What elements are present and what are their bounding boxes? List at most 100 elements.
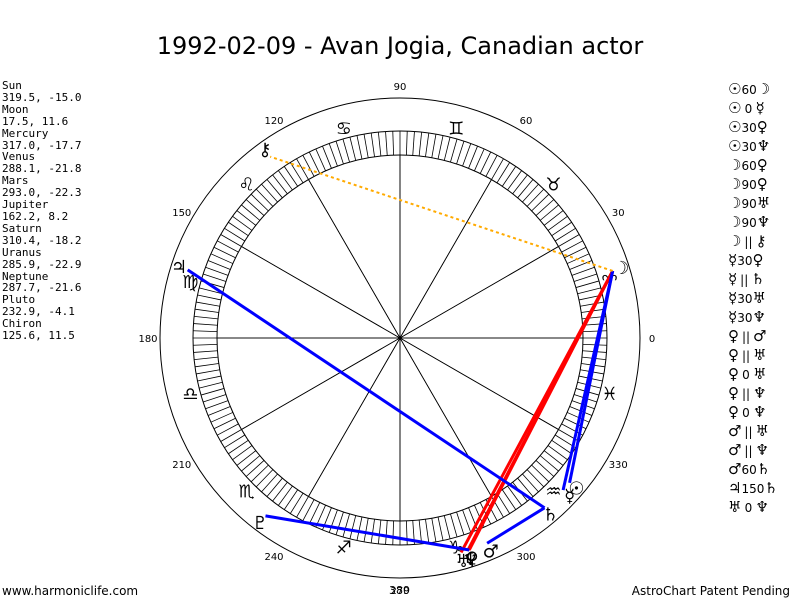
- aspect-list: ☉ 60 ☽ ☉ 0 ☿ ☉ 30 ♀ ☉ 30 ♆ ☽ 60 ♀ ☽ 90 ♀ ☽ 90 …: [728, 80, 778, 517]
- degree-tick: [456, 511, 465, 535]
- degree-tick: [289, 492, 304, 514]
- aspect-type: 30: [737, 254, 753, 268]
- degree-tick: [456, 141, 465, 165]
- aspect-planet-2: ♄: [764, 479, 778, 497]
- aspect-type: 60: [741, 463, 757, 477]
- degree-tick: [437, 516, 444, 541]
- planet-coords: 162.2, 8.2: [2, 209, 69, 223]
- planet-coords: 293.0, -22.3: [2, 186, 82, 200]
- planet-glyph: ☉: [568, 479, 584, 500]
- zodiac-sign-glyph: ♊: [448, 118, 464, 139]
- degree-tick: [535, 199, 555, 216]
- aspect-line: [486, 506, 546, 545]
- degree-tick: [200, 388, 225, 396]
- aspect-type: 150: [741, 482, 765, 496]
- aspect-type: 30: [737, 292, 753, 306]
- degree-tick: [363, 134, 369, 158]
- aspect-row: ♂ || ♅: [728, 422, 778, 441]
- degree-tick: [272, 481, 288, 502]
- aspect-type: 0: [742, 368, 750, 382]
- degree-tick: [507, 170, 522, 191]
- aspect-planet-2: ♆: [756, 137, 771, 155]
- degree-tick: [199, 381, 223, 389]
- planet-coords: 310.4, -18.2: [2, 233, 82, 247]
- degree-tick: [213, 417, 236, 430]
- aspect-type: 30: [741, 121, 757, 135]
- aspect-row: ☽ 90 ♅: [728, 194, 778, 213]
- aspect-planet-2: ♆: [752, 308, 766, 326]
- degree-tick: [250, 464, 269, 483]
- zodiac-sign-glyph: ♋: [336, 118, 352, 139]
- degree-tick: [342, 513, 350, 538]
- planet-glyph: ☿: [564, 486, 575, 507]
- footer-site-link[interactable]: www.harmoniclife.com: [2, 584, 139, 598]
- degree-tick: [425, 132, 430, 157]
- degree-tick: [468, 145, 478, 169]
- degree-tick: [302, 155, 315, 177]
- degree-tick: [278, 485, 293, 506]
- degree-tick: [558, 234, 580, 247]
- degree-tick: [539, 455, 559, 472]
- aspect-planet-1: ☽: [728, 213, 742, 231]
- degree-tick: [370, 519, 375, 544]
- aspect-planet-1: ☉: [728, 99, 742, 117]
- zodiac-sign-glyph: ♎: [182, 384, 198, 405]
- planet-glyph: ♅: [455, 551, 471, 572]
- degree-tick: [443, 137, 451, 161]
- planet-glyph: ⚷: [258, 139, 271, 160]
- degree-tick: [228, 440, 249, 455]
- aspect-planet-2: ♆: [756, 213, 771, 231]
- aspect-planet-1: ☿: [728, 289, 738, 307]
- degree-tick: [224, 227, 246, 242]
- degree-label: 240: [264, 552, 283, 563]
- degree-label: 270: [390, 586, 409, 597]
- aspect-row: ☽ 90 ♆: [728, 213, 778, 232]
- degree-tick: [517, 179, 534, 199]
- aspect-planet-2: ♆: [755, 498, 769, 516]
- aspect-planet-1: ☽: [728, 194, 742, 212]
- degree-tick: [418, 132, 423, 157]
- degree-tick: [569, 260, 593, 270]
- degree-tick: [479, 151, 492, 174]
- aspect-type: 60: [741, 159, 757, 173]
- aspect-type: 30: [737, 311, 753, 325]
- degree-tick: [322, 145, 332, 169]
- planet-glyph: ♆: [462, 549, 478, 570]
- degree-tick: [328, 143, 338, 167]
- degree-tick: [512, 174, 528, 195]
- degree-tick: [278, 170, 293, 191]
- degree-tick: [266, 179, 283, 199]
- degree-tick: [196, 301, 220, 307]
- degree-tick: [356, 135, 363, 160]
- aspect-planet-1: ♀: [728, 365, 739, 383]
- aspect-planet-2: ♅: [755, 422, 769, 440]
- planet-name: Mars: [2, 174, 29, 188]
- degree-tick: [462, 509, 472, 533]
- degree-tick: [507, 485, 522, 506]
- zodiac-sign-glyph: ♉: [545, 175, 561, 196]
- degree-tick: [245, 460, 265, 477]
- planet-name: Moon: [2, 102, 29, 116]
- degree-tick: [236, 210, 257, 226]
- planet-name: Venus: [2, 150, 36, 164]
- aspect-row: ☉ 30 ♆: [728, 137, 778, 156]
- degree-tick: [405, 520, 408, 545]
- zodiac-sign-glyph: ♌: [238, 175, 254, 196]
- aspect-type: 90: [741, 178, 757, 192]
- aspect-type: 60: [741, 83, 757, 97]
- degree-tick: [443, 515, 451, 539]
- aspect-row: ☿ 30 ♀: [728, 251, 778, 270]
- aspect-planet-2: ♆: [753, 403, 767, 421]
- aspect-row: ☿ || ♄: [728, 270, 778, 289]
- aspect-planet-1: ☿: [728, 251, 738, 269]
- planet-name: Saturn: [2, 221, 42, 235]
- degree-tick: [547, 216, 568, 231]
- aspect-planet-1: ♂: [728, 460, 742, 478]
- planet-name: Chiron: [2, 317, 42, 331]
- house-spoke: [241, 246, 559, 430]
- planet-glyph: ♀: [465, 549, 478, 570]
- degree-tick: [193, 350, 218, 353]
- aspect-planet-2: ⚷: [755, 232, 767, 250]
- degree-tick: [575, 280, 600, 288]
